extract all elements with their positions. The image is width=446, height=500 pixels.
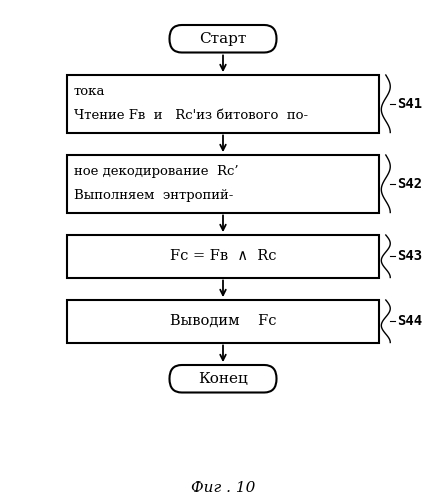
Text: Старт: Старт — [199, 32, 247, 46]
Bar — [67, 75, 379, 132]
Text: S42: S42 — [397, 177, 422, 190]
Bar — [67, 300, 379, 343]
Text: Конец: Конец — [198, 372, 248, 386]
Text: Чтение Fв  и   Rс'из битового  по-: Чтение Fв и Rс'из битового по- — [74, 109, 308, 122]
Text: Fс = Fв  ∧  Rс: Fс = Fв ∧ Rс — [170, 249, 276, 263]
Bar — [67, 155, 379, 212]
Text: S43: S43 — [397, 249, 422, 263]
Text: тока: тока — [74, 84, 105, 98]
Text: Выводим    Fс: Выводим Fс — [170, 314, 276, 328]
Text: ное декодирование  Rс’: ное декодирование Rс’ — [74, 164, 238, 177]
FancyBboxPatch shape — [169, 365, 277, 392]
Text: Фиг . 10: Фиг . 10 — [191, 481, 255, 495]
Bar — [67, 235, 379, 278]
Text: Выполняем  энтропий-: Выполняем энтропий- — [74, 188, 233, 202]
Text: S41: S41 — [397, 97, 422, 111]
FancyBboxPatch shape — [169, 25, 277, 52]
Text: S44: S44 — [397, 314, 422, 328]
